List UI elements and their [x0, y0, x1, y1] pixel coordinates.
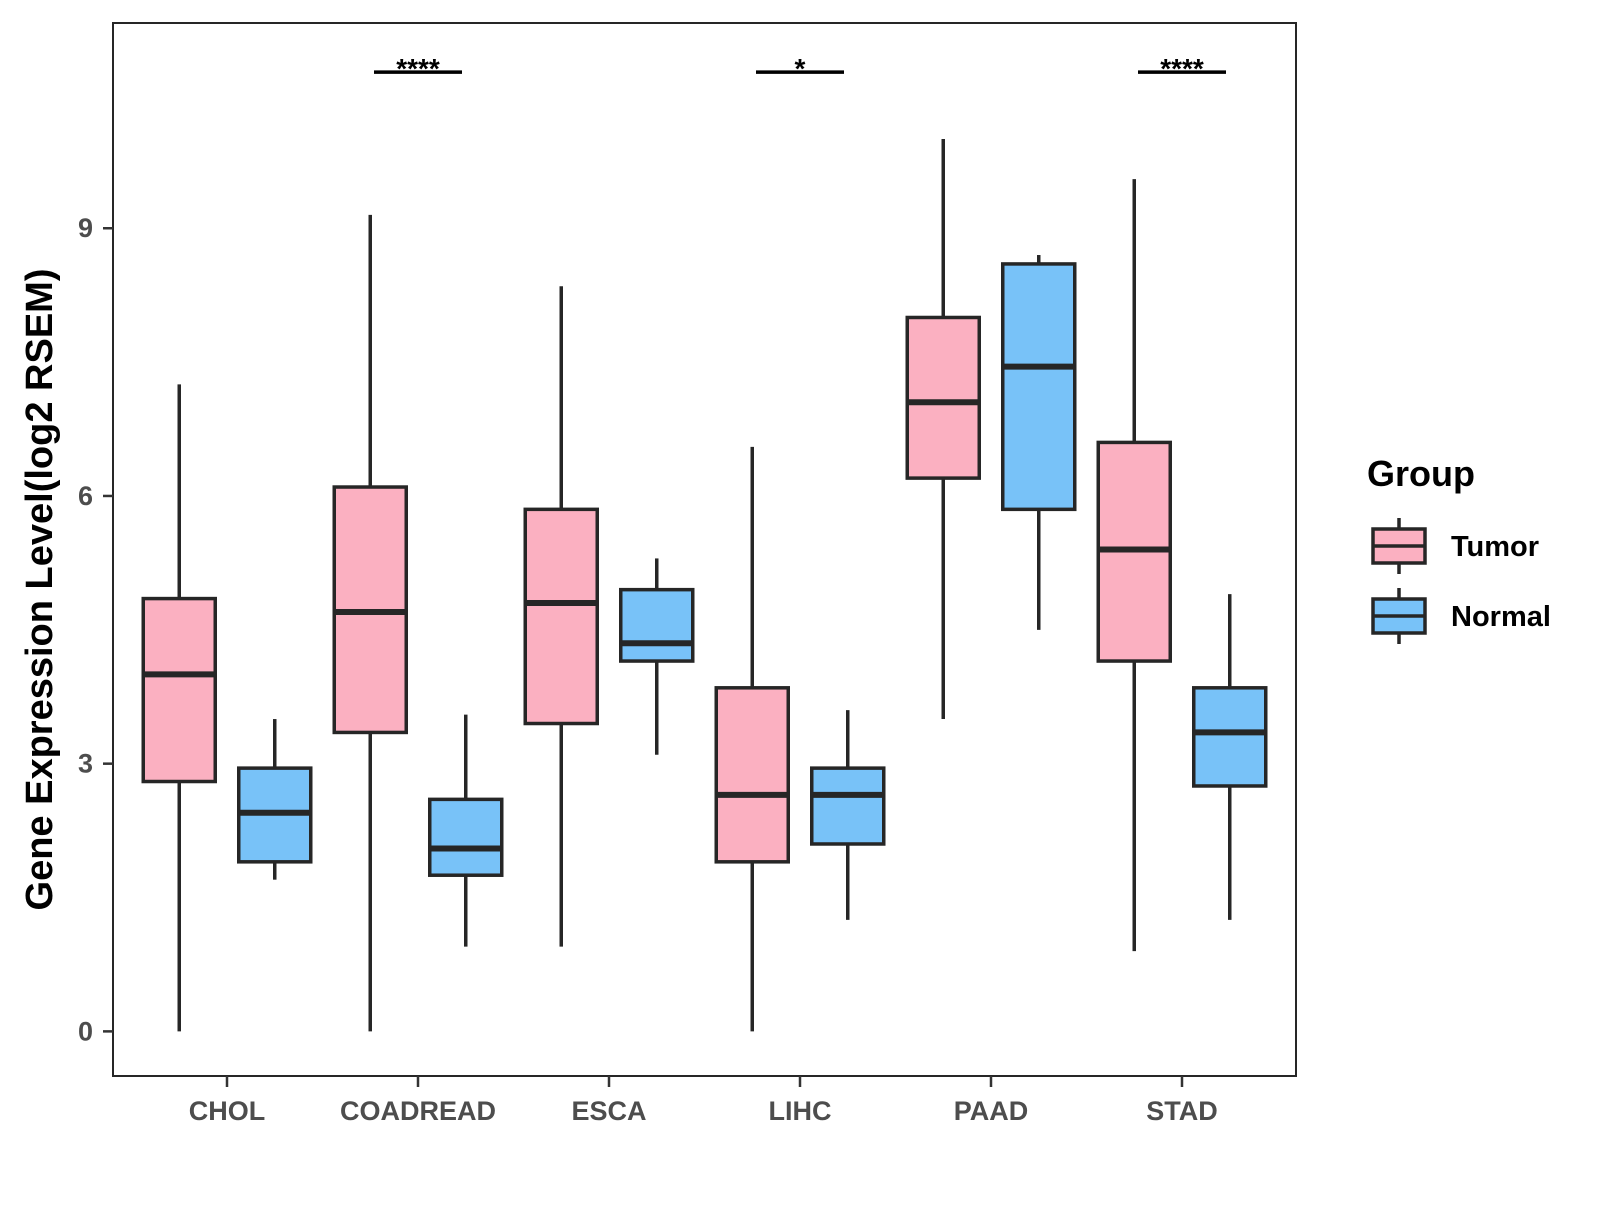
- legend-item-normal: Normal: [1371, 588, 1551, 644]
- box-normal-chol: [237, 719, 313, 880]
- legend: Group Tumor Normal: [1367, 453, 1551, 644]
- box-normal-stad: [1192, 594, 1268, 920]
- significance-layer: **** * ****: [374, 53, 1226, 84]
- x-tick-label-chol: CHOL: [189, 1096, 266, 1126]
- x-tick-label-esca: ESCA: [571, 1096, 646, 1126]
- legend-label: Tumor: [1451, 531, 1539, 563]
- plot-panel: [112, 22, 1297, 1077]
- legend-item-tumor: Tumor: [1371, 518, 1539, 574]
- box-tumor-coadread: [332, 214, 408, 1032]
- boxes-layer: [141, 139, 1268, 1032]
- box-normal-coadread: [428, 714, 504, 947]
- plot-border: [112, 22, 1297, 1077]
- box-tumor-esca: [523, 286, 599, 947]
- box-tumor-lihc: [714, 446, 790, 1032]
- legend-label: Normal: [1451, 601, 1551, 633]
- box-tumor-chol: [141, 384, 217, 1032]
- box-iqr: [619, 587, 695, 663]
- box-normal-paad: [1001, 255, 1077, 630]
- box-iqr: [1192, 686, 1268, 788]
- x-tick-label-paad: PAAD: [954, 1096, 1029, 1126]
- box-iqr: [810, 766, 886, 846]
- significance-stad: ****: [1138, 53, 1226, 84]
- y-tick-label: 9: [78, 213, 93, 243]
- box-tumor-stad: [1096, 179, 1172, 952]
- significance-label: ****: [396, 53, 440, 84]
- x-tick-label-stad: STAD: [1146, 1096, 1218, 1126]
- y-tick-label: 3: [78, 749, 93, 779]
- x-tick-label-lihc: LIHC: [769, 1096, 832, 1126]
- axes-layer: 0 3 6 9 CHOL COADREAD ESCA LIHC PAAD STAD: [78, 213, 1218, 1126]
- significance-lihc: *: [756, 53, 844, 84]
- significance-label: ****: [1160, 53, 1204, 84]
- box-normal-esca: [619, 558, 695, 755]
- box-normal-lihc: [810, 710, 886, 920]
- y-tick-label: 0: [78, 1016, 93, 1046]
- significance-label: *: [795, 53, 806, 84]
- box-iqr: [714, 686, 790, 864]
- box-iqr: [523, 507, 599, 726]
- x-tick-label-coadread: COADREAD: [340, 1096, 496, 1126]
- significance-coadread: ****: [374, 53, 462, 84]
- y-axis-title: Gene Expression Level(log2 RSEM): [19, 269, 61, 911]
- y-tick-label: 6: [78, 481, 93, 511]
- box-iqr: [905, 315, 981, 480]
- box-iqr: [428, 797, 504, 877]
- box-iqr: [141, 596, 217, 784]
- legend-title: Group: [1367, 453, 1475, 494]
- box-tumor-paad: [905, 139, 981, 720]
- box-iqr: [1001, 262, 1077, 512]
